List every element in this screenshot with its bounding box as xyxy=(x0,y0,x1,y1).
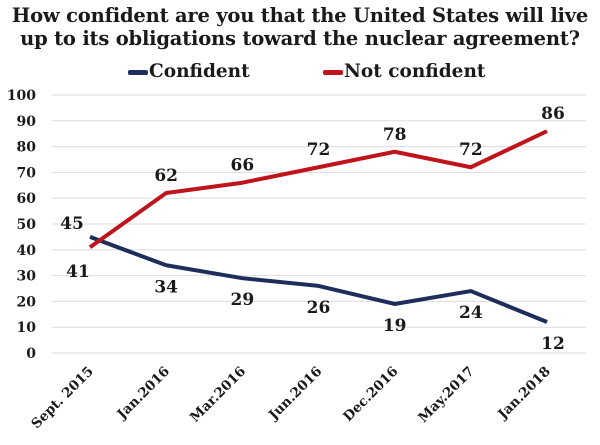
chart-title-line-2: up to its obligations toward the nuclear… xyxy=(20,27,580,50)
x-tick-label: May.2017 xyxy=(415,364,477,426)
data-label-not-confident: 72 xyxy=(459,140,483,160)
data-label-not-confident: 72 xyxy=(307,140,331,160)
y-tick-label: 50 xyxy=(17,217,37,233)
series-line-confident xyxy=(89,235,548,324)
legend-item-confident: Confident xyxy=(128,60,250,84)
series-line-not-confident xyxy=(88,129,548,249)
y-tick-label: 80 xyxy=(17,140,37,156)
y-tick-label: 0 xyxy=(26,346,36,362)
data-label-not-confident: 41 xyxy=(66,262,90,282)
y-tick-label: 30 xyxy=(17,269,37,285)
y-tick-label: 90 xyxy=(17,114,37,130)
x-tick-label: Jan.2018 xyxy=(494,364,554,424)
chart-title: How confident are you that the United St… xyxy=(0,4,600,50)
data-label-confident: 19 xyxy=(383,316,407,336)
x-axis-ticks: Sept. 2015 Jan.2016 Mar.2016 Jun.2016 Dec.20… xyxy=(28,364,554,433)
data-label-not-confident: 78 xyxy=(383,125,407,145)
y-tick-label: 100 xyxy=(7,88,36,104)
legend-swatch-confident xyxy=(128,69,148,75)
y-axis-ticks: 0 10 20 30 40 50 60 70 80 90 100 xyxy=(7,88,36,362)
data-label-not-confident: 86 xyxy=(541,104,565,124)
legend-label-confident: Confident xyxy=(149,61,250,82)
x-tick-label: Jan.2016 xyxy=(113,364,173,424)
legend: Confident Not confident xyxy=(0,60,600,84)
legend-label-not-confident: Not confident xyxy=(344,61,486,82)
data-labels: 45 34 29 26 19 24 12 41 62 66 72 78 72 86 xyxy=(60,104,565,354)
data-label-confident: 24 xyxy=(459,303,483,323)
series-lines xyxy=(88,129,548,324)
data-label-confident: 34 xyxy=(154,277,178,297)
x-tick-label: Dec.2016 xyxy=(340,364,401,425)
data-label-confident: 45 xyxy=(60,214,84,234)
data-label-not-confident: 62 xyxy=(154,166,178,186)
data-label-confident: 26 xyxy=(307,298,331,318)
legend-item-not-confident: Not confident xyxy=(323,60,485,84)
x-tick-label: Mar.2016 xyxy=(187,364,249,426)
y-tick-label: 40 xyxy=(17,243,37,259)
chart-title-line-1: How confident are you that the United St… xyxy=(11,4,589,27)
x-tick-label: Sept. 2015 xyxy=(28,364,97,433)
y-tick-label: 60 xyxy=(17,191,37,207)
data-label-confident: 12 xyxy=(541,334,565,354)
y-tick-label: 20 xyxy=(17,294,37,310)
y-tick-label: 70 xyxy=(17,165,37,181)
data-label-confident: 29 xyxy=(230,290,254,310)
data-label-not-confident: 66 xyxy=(230,156,254,176)
legend-swatch-not-confident xyxy=(323,69,343,75)
y-tick-label: 10 xyxy=(17,320,37,336)
x-tick-label: Jun.2016 xyxy=(265,364,325,424)
